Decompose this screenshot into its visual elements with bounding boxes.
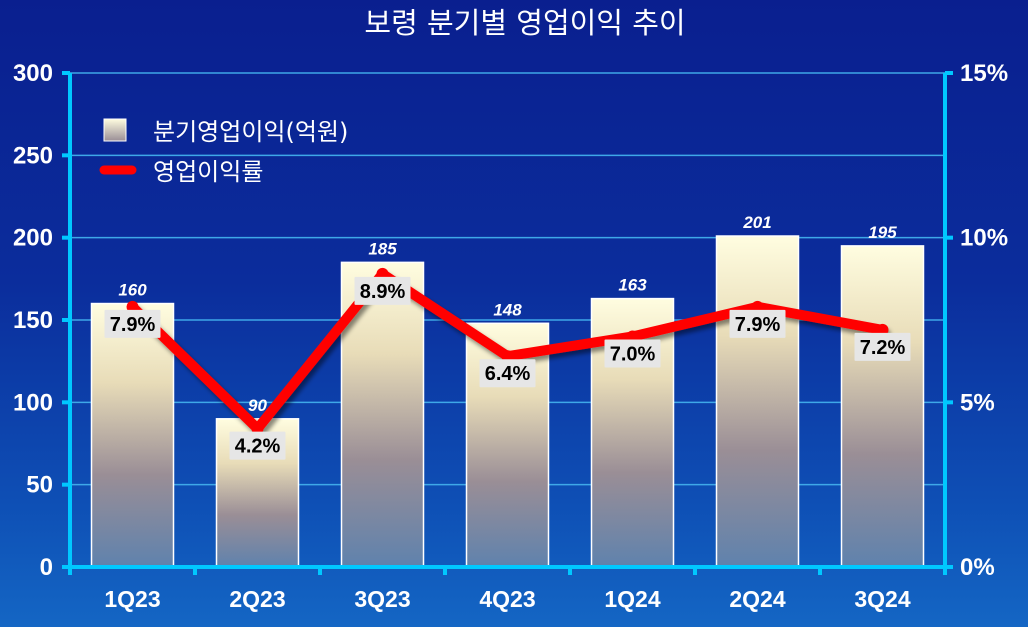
margin-label: 7.0%: [610, 343, 656, 365]
margin-label-box: [229, 431, 286, 460]
right-tick-label: 15%: [960, 60, 1008, 87]
bar: [840, 245, 925, 568]
legend-line-label: 영업이익률: [153, 158, 263, 186]
category-label: 1Q24: [604, 586, 660, 612]
axes: 0 50 100 150 200 250 300 0% 5% 10% 15% 1Q23 2Q23 3Q23…: [13, 60, 1008, 612]
bars: [90, 235, 925, 568]
category-label: 2Q24: [729, 586, 785, 612]
right-tick-label: 0%: [960, 554, 995, 581]
category-label: 3Q23: [354, 586, 410, 612]
data-labels: 160 90 185 148 163 201 195 7.9% 4.2% 8.9% 6.4% 7.0%…: [104, 213, 911, 460]
margin-label: 6.4%: [485, 363, 531, 385]
legend: 분기영업이익(억원) 영업이익률: [99, 118, 348, 186]
left-tick-label: 200: [13, 225, 53, 252]
bar: [90, 302, 175, 568]
category-label: 1Q23: [104, 586, 160, 612]
bar-value-label: 160: [118, 281, 147, 300]
right-tick-label: 5%: [960, 389, 995, 416]
left-tick-label: 300: [13, 60, 53, 87]
margin-label-box: [479, 359, 536, 388]
margin-label: 8.9%: [360, 281, 406, 303]
chart-title: 보령 분기별 영업이익 추이: [364, 6, 685, 40]
category-label: 4Q23: [479, 586, 535, 612]
margin-label-box: [604, 339, 661, 368]
bar-value-label: 90: [248, 396, 267, 415]
legend-bar-swatch: [103, 118, 127, 142]
margin-label-box: [104, 309, 161, 338]
margin-label: 7.9%: [110, 314, 156, 336]
legend-bar-label: 분기영업이익(억원): [153, 118, 348, 146]
category-label: 3Q24: [854, 586, 910, 612]
left-tick-label: 50: [26, 472, 53, 499]
bar: [715, 235, 800, 568]
margin-label-box: [354, 276, 411, 305]
margin-label-box: [729, 309, 786, 338]
right-tick-label: 10%: [960, 225, 1008, 252]
bar-value-label: 163: [618, 276, 647, 295]
bar-value-label: 185: [368, 239, 397, 258]
category-label: 2Q23: [229, 586, 285, 612]
left-tick-label: 150: [13, 307, 53, 334]
bar-value-label: 195: [868, 223, 897, 242]
bar-value-label: 201: [742, 213, 771, 232]
margin-label: 7.2%: [860, 337, 906, 359]
bar: [340, 261, 425, 568]
margin-label-box: [854, 332, 911, 361]
margin-label: 7.9%: [735, 314, 781, 336]
margin-label: 4.2%: [235, 436, 281, 458]
left-tick-label: 0: [40, 554, 53, 581]
left-tick-label: 100: [13, 389, 53, 416]
bar-value-label: 148: [493, 300, 522, 319]
left-tick-label: 250: [13, 142, 53, 169]
